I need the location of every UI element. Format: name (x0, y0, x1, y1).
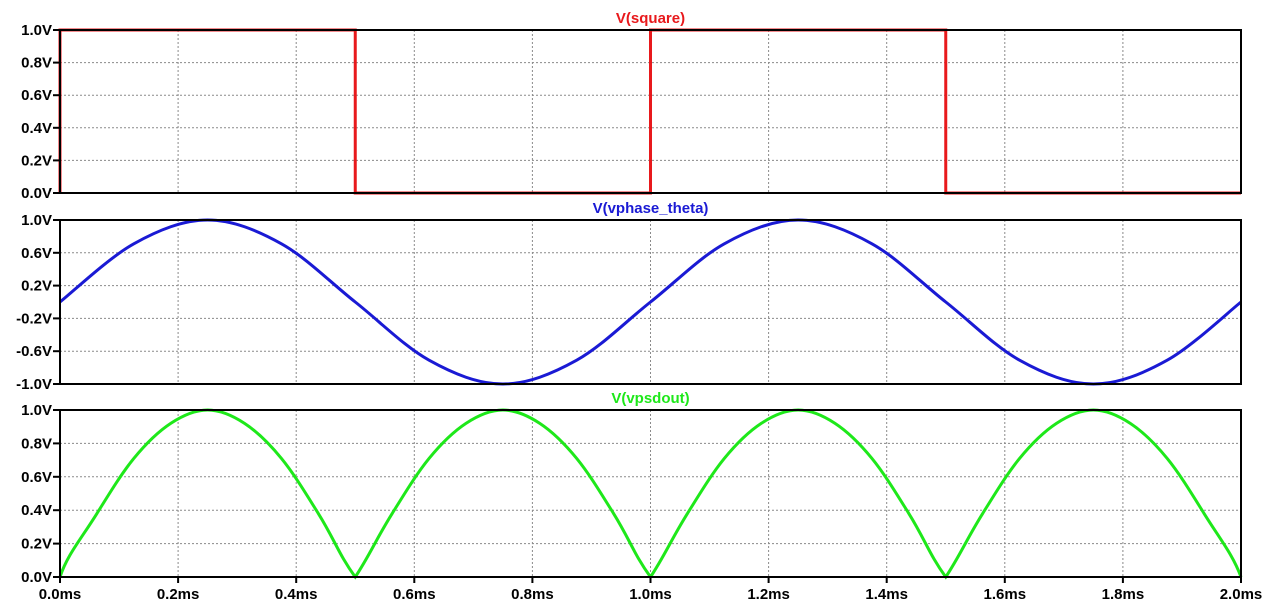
x-tick-label: 0.4ms (275, 586, 318, 603)
plot-panel-2: -1.0V -0.6V -0.2V 0.2V 0.6V 1.0V V(vphase_thet… (16, 200, 1242, 393)
x-tick-label: 0.2ms (157, 586, 200, 603)
y-tick-label: 0.8V (21, 435, 52, 452)
trace-1 (58, 28, 1241, 195)
y-tick-label: 0.4V (21, 502, 52, 519)
y-tick-label: 1.0V (21, 22, 52, 39)
y-tick-label: -0.2V (16, 310, 52, 327)
y-tick-label: -1.0V (16, 376, 52, 393)
x-tick-label: 1.4ms (865, 586, 908, 603)
plot-panel-1: 0.0V 0.2V 0.4V 0.6V 0.8V 1.0V V(square) (21, 10, 1242, 202)
x-tick-label: 1.8ms (1102, 586, 1145, 603)
trace-title: V(vpsdout) (611, 390, 689, 407)
y-tick-label: -0.6V (16, 343, 52, 360)
x-tick-label: 1.6ms (984, 586, 1027, 603)
trace-title: V(square) (616, 10, 685, 27)
x-tick-label: 2.0ms (1220, 586, 1263, 603)
y-tick-label: 0.2V (21, 152, 52, 169)
x-tick-label: 0.8ms (511, 586, 554, 603)
plot-frame (59, 29, 1242, 194)
y-tick-label: 0.0V (21, 569, 52, 586)
x-tick-label: 1.0ms (629, 586, 672, 603)
y-tick-label: 1.0V (21, 212, 52, 229)
plot-frame (59, 219, 1242, 385)
plot-panel-3: 0.0V 0.2V 0.4V 0.6V 0.8V 1.0V V(vpsdout) 0.0ms 0… (21, 390, 1262, 603)
y-tick-label: 0.4V (21, 120, 52, 137)
y-tick-label: 0.8V (21, 55, 52, 72)
y-tick-label: 0.6V (21, 245, 52, 262)
y-tick-label: 0.2V (21, 278, 52, 295)
trace-2 (59, 218, 1242, 386)
x-tick-label: 1.2ms (747, 586, 790, 603)
y-tick-label: 1.0V (21, 402, 52, 419)
y-tick-label: 0.0V (21, 185, 52, 202)
trace-title: V(vphase_theta) (593, 200, 709, 217)
y-tick-label: 0.6V (21, 87, 52, 104)
x-tick-label: 0.6ms (393, 586, 436, 603)
y-tick-label: 0.2V (21, 536, 52, 553)
y-tick-label: 0.6V (21, 469, 52, 486)
x-tick-label: 0.0ms (39, 586, 82, 603)
